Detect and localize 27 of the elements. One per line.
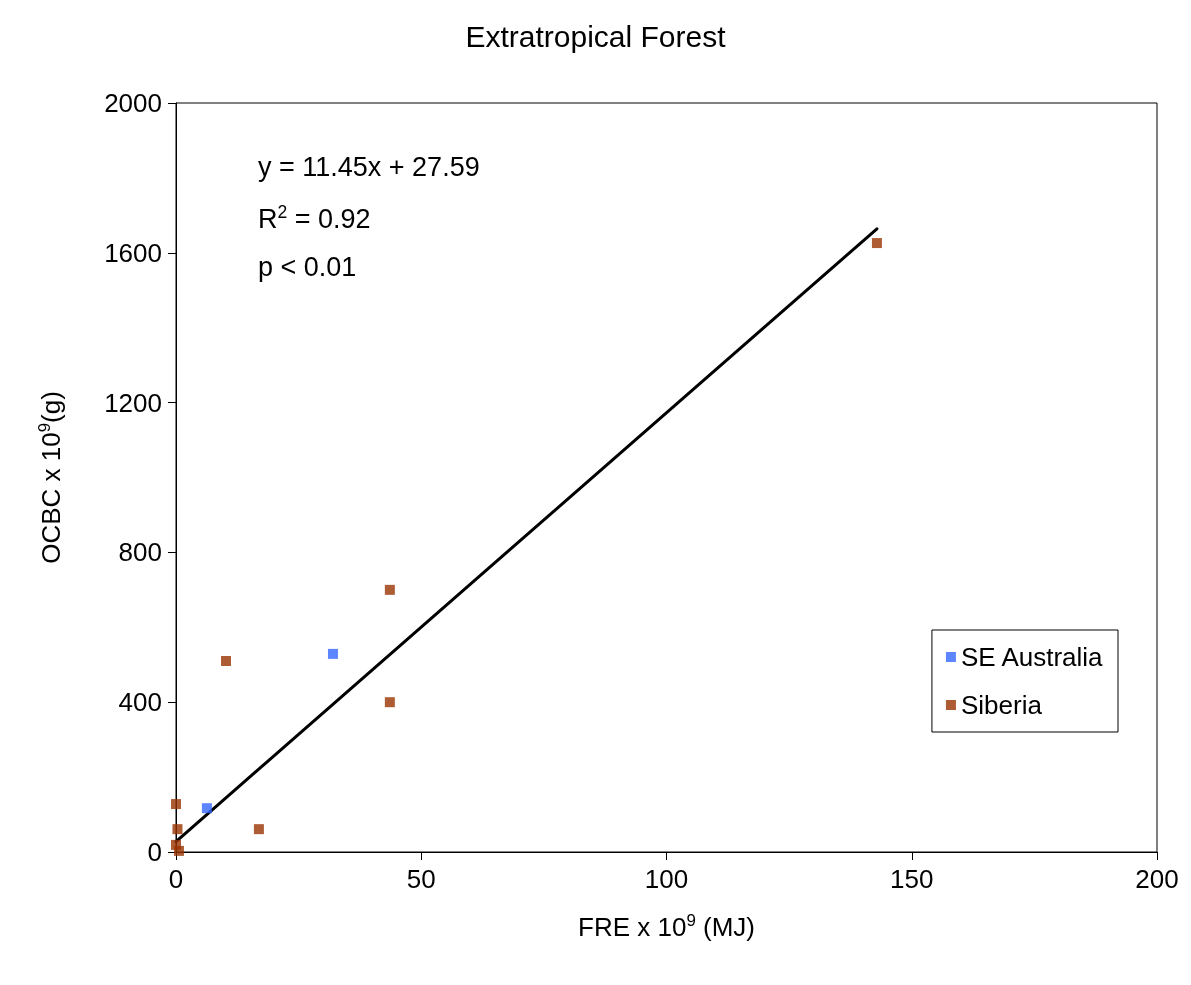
point: [173, 845, 184, 856]
x-tick-label: 0: [168, 864, 184, 894]
y-tick-label: 0: [147, 837, 162, 867]
y-tick-label: 800: [118, 537, 162, 568]
point: [384, 584, 395, 595]
annotation: y = 11.45x + 27.59: [258, 151, 480, 182]
legend-label: SE Australia: [960, 642, 1104, 672]
chart-title: Extratropical Forest: [465, 19, 727, 53]
point: [171, 799, 181, 810]
y-tick-label: 1600: [104, 237, 162, 268]
x-tick-label: 50: [406, 864, 436, 894]
point: [253, 824, 264, 835]
y-tick-label: 2000: [104, 88, 162, 118]
y-axis-title: OCBC x 109(g): [35, 391, 66, 564]
point: [201, 803, 212, 814]
x-tick-label: 150: [890, 864, 934, 894]
y-tick-label: 1200: [104, 387, 162, 418]
point: [172, 824, 183, 835]
legend-label: Siberia: [960, 690, 1043, 720]
x-tick-label: 100: [644, 864, 689, 894]
y-tick-label: 400: [118, 687, 162, 718]
point: [221, 656, 232, 667]
point: [327, 648, 338, 659]
annotation: p < 0.01: [258, 251, 357, 282]
point: [384, 697, 395, 708]
point: [871, 238, 882, 249]
x-tick-label: 200: [1135, 864, 1179, 894]
